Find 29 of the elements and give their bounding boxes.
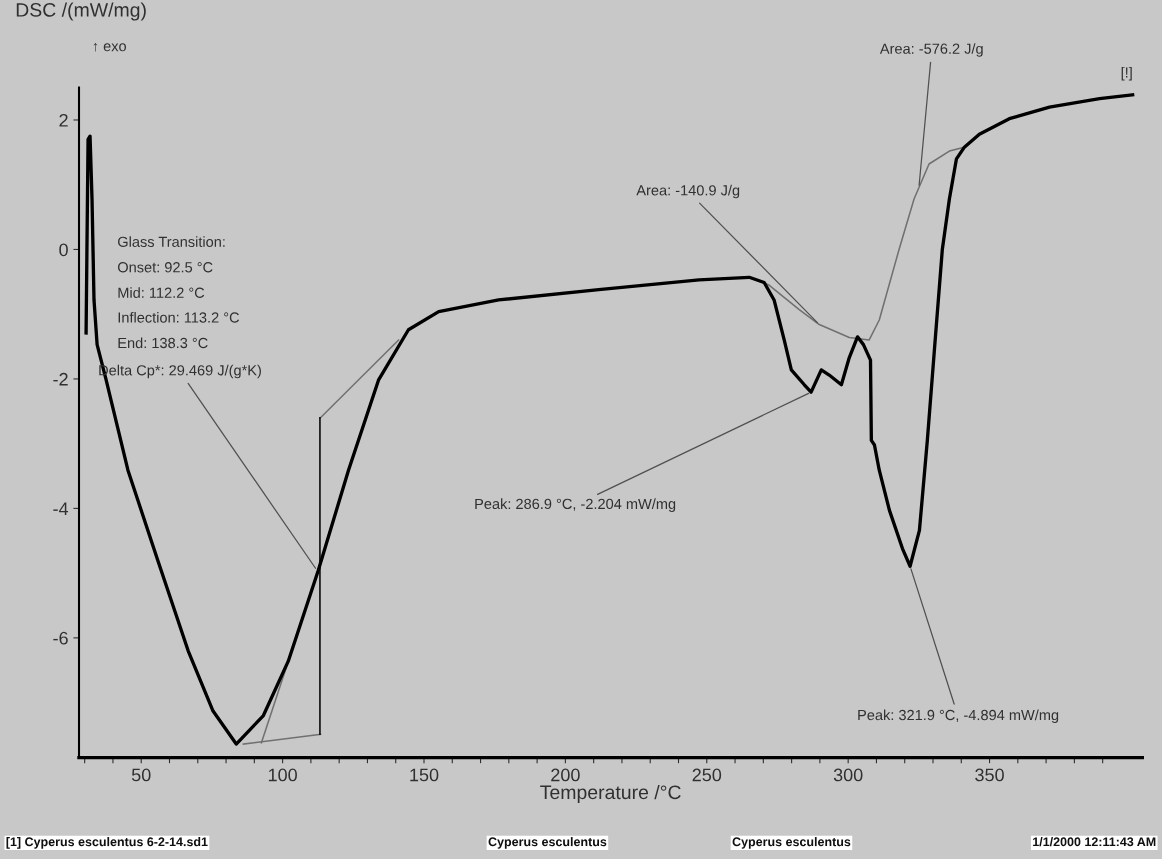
text: [1] Cyperus esculentus 6-2-14.sd1 xyxy=(6,837,208,849)
x-tick-label: 200 xyxy=(551,768,580,782)
y-tick-label: -4 xyxy=(53,502,69,515)
x-tick-label: 150 xyxy=(410,768,439,782)
x-axis-title: Temperature /°C xyxy=(540,784,681,804)
x-tick-label: 100 xyxy=(268,768,297,782)
text: ↑ exo xyxy=(93,42,127,52)
y-tick-label: -2 xyxy=(53,372,68,386)
annotation: Area: -140.9 J/g xyxy=(636,184,740,199)
x-tick-label: 250 xyxy=(692,768,722,782)
y-tick-label: 2 xyxy=(59,113,68,127)
x-tick-label: 50 xyxy=(131,768,151,782)
x-tick-label: 300 xyxy=(833,768,863,782)
annotation: End: 138.3 °C xyxy=(118,337,208,349)
annotation: Glass Transition: xyxy=(118,236,225,247)
annotation: Mid: 112.2 °C xyxy=(118,287,205,298)
annotation: Peak: 321.9 °C, -4.894 mW/mg xyxy=(858,709,1059,724)
annotation: Area: -576.2 J/g xyxy=(879,43,983,57)
text: Cyperus esculentus xyxy=(732,837,851,849)
text: 1/1/2000 12:11:43 AM xyxy=(1033,837,1156,847)
x-tick-label: 350 xyxy=(975,768,1004,782)
annotation: Inflection: 113.2 °C xyxy=(118,311,240,323)
y-tick-label: 0 xyxy=(59,243,68,257)
annotation: Onset: 92.5 °C xyxy=(117,262,213,273)
text: Cyperus esculentus xyxy=(488,837,607,849)
y-axis-title: DSC /(mW/mg) xyxy=(16,2,146,21)
y-tick-label: -6 xyxy=(53,631,68,645)
annotation: Peak: 286.9 °C, -2.204 mW/mg xyxy=(475,498,676,512)
annotation: [!] xyxy=(1121,66,1132,81)
